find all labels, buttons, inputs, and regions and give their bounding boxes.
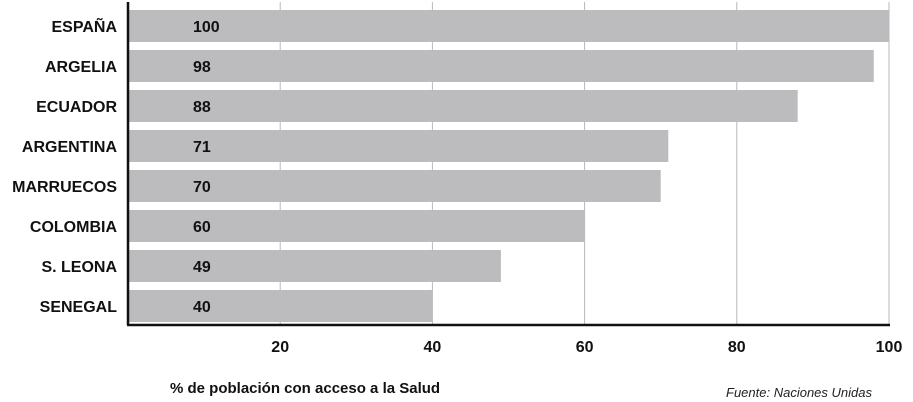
x-tick-label-100: 100 xyxy=(876,339,903,356)
x-tick-label-60: 60 xyxy=(576,339,594,356)
category-label-argelia: ARGELIA xyxy=(45,59,117,76)
x-tick-labels: 20 40 60 80 100 xyxy=(271,339,902,356)
category-label-ecuador: ECUADOR xyxy=(36,99,117,116)
value-label-colombia: 60 xyxy=(193,219,211,236)
category-label-espana: ESPAÑA xyxy=(52,16,118,36)
x-tick-label-20: 20 xyxy=(271,339,289,356)
bar-senegal xyxy=(128,290,433,322)
category-label-colombia: COLOMBIA xyxy=(30,219,118,236)
bars xyxy=(128,10,889,322)
value-label-argentina: 71 xyxy=(193,139,211,156)
bar-argentina xyxy=(128,130,669,162)
bar-argelia xyxy=(128,50,874,82)
category-labels: ESPAÑA ARGELIA ECUADOR ARGENTINA MARRUECOS CO… xyxy=(12,16,117,316)
bar-espana xyxy=(128,10,889,42)
value-label-s-leona: 49 xyxy=(193,259,211,276)
value-label-marruecos: 70 xyxy=(193,179,211,196)
x-tick-label-80: 80 xyxy=(728,339,746,356)
category-label-argentina: ARGENTINA xyxy=(22,139,118,156)
bar-colombia xyxy=(128,210,585,242)
category-label-senegal: SENEGAL xyxy=(40,299,118,316)
value-label-espana: 100 xyxy=(193,19,220,36)
bar-s-leona xyxy=(128,250,501,282)
x-tick-label-40: 40 xyxy=(424,339,442,356)
value-label-senegal: 40 xyxy=(193,299,211,316)
category-label-marruecos: MARRUECOS xyxy=(12,179,117,196)
category-label-s-leona: S. LEONA xyxy=(41,259,117,276)
source-note: Fuente: Naciones Unidas xyxy=(726,385,872,400)
bar-ecuador xyxy=(128,90,798,122)
value-label-argelia: 98 xyxy=(193,59,211,76)
bar-marruecos xyxy=(128,170,661,202)
x-axis-label: % de población con acceso a la Salud xyxy=(170,380,440,397)
value-label-ecuador: 88 xyxy=(193,99,211,116)
value-labels: 100 98 88 71 70 60 49 40 xyxy=(193,19,220,316)
